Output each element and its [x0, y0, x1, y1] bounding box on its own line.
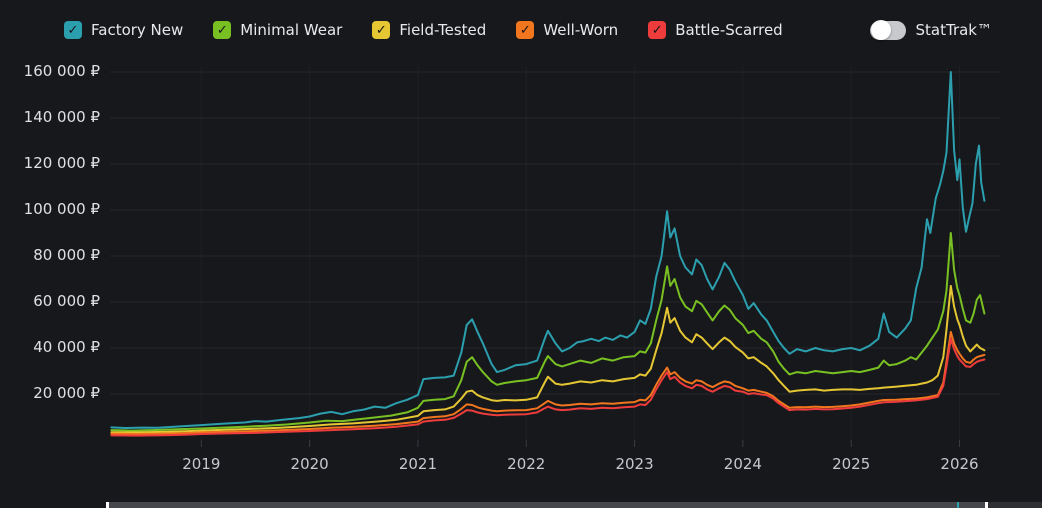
series-line-field-tested: [110, 284, 986, 434]
scrollbar-right-handle[interactable]: [985, 502, 988, 508]
legend-item-well-worn[interactable]: ✓ Well-Worn: [516, 21, 618, 39]
series-line-well-worn: [110, 330, 986, 435]
y-axis-label: 40 000 ₽: [33, 338, 100, 356]
y-axis-label: 160 000 ₽: [23, 62, 100, 80]
y-axis-label: 60 000 ₽: [33, 292, 100, 310]
series-line-factory-new: [110, 71, 986, 429]
x-axis-label: 2023: [615, 455, 654, 473]
price-line-chart[interactable]: [0, 0, 1042, 470]
year-ticks: [200, 440, 961, 447]
y-axis-label: 120 000 ₽: [23, 154, 100, 172]
legend-item-minimal-wear[interactable]: ✓ Minimal Wear: [213, 21, 342, 39]
x-axis-label: 2026: [940, 455, 979, 473]
x-axis-label: 2024: [723, 455, 762, 473]
legend-item-label: Battle-Scarred: [675, 21, 783, 39]
legend-item-label: Minimal Wear: [240, 21, 343, 39]
x-axis-label: 2021: [398, 455, 438, 473]
x-axis-label: 2025: [832, 455, 871, 473]
legend-item-label: Field-Tested: [399, 21, 487, 39]
legend-item-factory-new[interactable]: ✓ Factory New: [64, 21, 183, 39]
scrollbar-peak-mark: [957, 502, 959, 508]
y-axis-label: 140 000 ₽: [23, 108, 100, 126]
y-axis-label: 80 000 ₽: [33, 246, 100, 264]
legend-item-field-tested[interactable]: ✓ Field-Tested: [372, 21, 486, 39]
checkbox-checked-icon[interactable]: ✓: [516, 21, 535, 39]
x-axis-label: 2019: [182, 455, 221, 473]
chart-range-scrollbar[interactable]: [106, 502, 1042, 508]
checkbox-checked-icon[interactable]: ✓: [213, 21, 232, 39]
x-axis-label: 2022: [507, 455, 546, 473]
x-axis-label: 2020: [290, 455, 329, 473]
legend-item-label: Factory New: [91, 21, 184, 39]
checkbox-checked-icon[interactable]: ✓: [64, 21, 82, 39]
series-line-minimal-wear: [110, 232, 986, 432]
scrollbar-dim-zone: [988, 502, 1042, 508]
y-axis-label: 100 000 ₽: [23, 200, 100, 218]
y-axis-label: 20 000 ₽: [33, 384, 100, 402]
series-line-battle-scarred: [110, 337, 986, 437]
legend: ✓ Factory New ✓ Minimal Wear ✓ Field-Tested ✓ W…: [64, 16, 992, 44]
chart-plot-area[interactable]: 20 000 ₽ 40 000 ₽ 60 000 ₽ 80 000 ₽ 100 000 …: [0, 0, 1042, 473]
stattrak-toggle-label: StatTrak™: [915, 21, 992, 39]
toggle-knob-icon: [870, 20, 891, 40]
legend-item-label: Well-Worn: [543, 21, 619, 39]
stattrak-toggle[interactable]: StatTrak™: [869, 20, 992, 40]
toggle-track[interactable]: [869, 20, 906, 40]
checkbox-checked-icon[interactable]: ✓: [648, 21, 667, 39]
legend-item-battle-scarred[interactable]: ✓ Battle-Scarred: [648, 21, 783, 39]
scrollbar-left-handle[interactable]: [106, 502, 109, 508]
gridlines: [110, 71, 1000, 395]
checkbox-checked-icon[interactable]: ✓: [372, 21, 391, 39]
